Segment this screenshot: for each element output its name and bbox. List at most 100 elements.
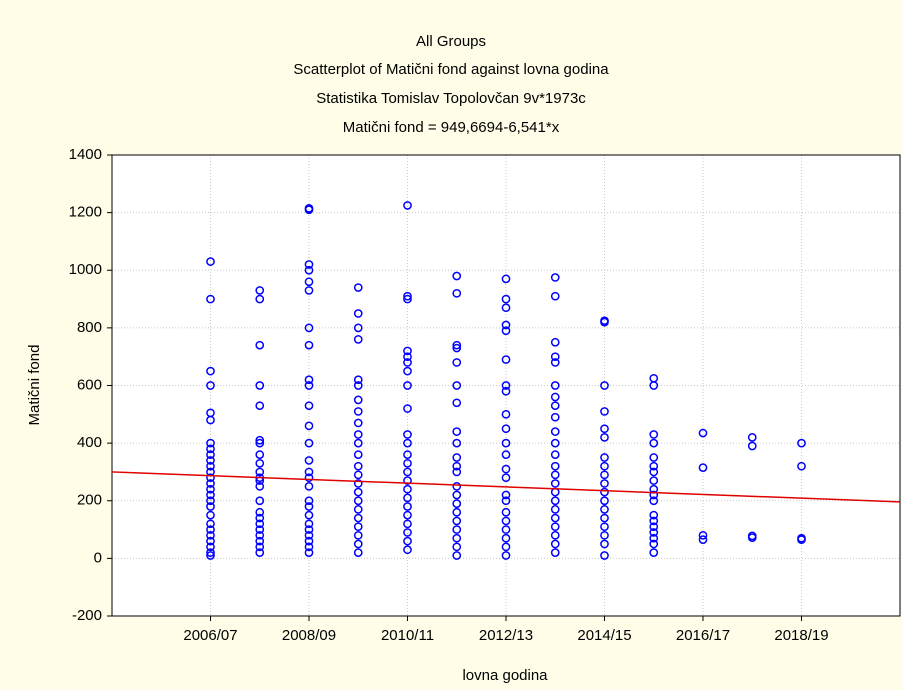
- point: [206, 450, 215, 459]
- point: [452, 481, 462, 491]
- point: [403, 404, 412, 413]
- point: [550, 412, 560, 422]
- y-tick-label: 600: [77, 376, 102, 393]
- point: [255, 525, 265, 534]
- point: [255, 458, 265, 468]
- point: [600, 461, 609, 471]
- point: [550, 392, 560, 402]
- point: [353, 505, 363, 514]
- point: [600, 513, 609, 523]
- point: [452, 551, 462, 560]
- point: [501, 551, 511, 560]
- x-tick-label: 2010/11: [381, 627, 434, 644]
- point: [255, 481, 265, 491]
- point: [403, 438, 412, 448]
- point: [452, 438, 462, 448]
- point: [403, 346, 412, 356]
- point: [403, 502, 412, 511]
- point: [403, 430, 412, 439]
- point: [206, 551, 215, 560]
- point: [353, 470, 363, 480]
- point: [206, 502, 215, 511]
- point: [550, 450, 560, 459]
- point: [304, 542, 314, 552]
- point: [452, 499, 462, 508]
- point: [304, 375, 314, 385]
- point: [452, 343, 462, 353]
- point: [501, 438, 511, 448]
- point: [255, 450, 265, 459]
- point: [403, 381, 412, 390]
- point: [206, 548, 215, 557]
- x-tick-label: 2006/07: [183, 627, 237, 644]
- point: [206, 438, 215, 448]
- point: [403, 291, 412, 301]
- point: [501, 274, 511, 284]
- point: [797, 461, 806, 471]
- point: [304, 510, 314, 520]
- point: [501, 542, 511, 552]
- chart-subtitle: Scatterplot of Matični fond against lovn…: [293, 61, 609, 78]
- point: [403, 528, 412, 537]
- point: [550, 427, 560, 436]
- point: [501, 525, 511, 534]
- x-tick-label: 2018/19: [774, 627, 828, 644]
- point: [206, 490, 215, 500]
- point: [501, 490, 511, 500]
- point: [600, 551, 609, 560]
- point: [501, 424, 511, 434]
- point: [501, 294, 511, 304]
- point: [649, 381, 659, 390]
- point: [206, 530, 215, 540]
- point: [255, 507, 265, 517]
- point: [206, 496, 215, 506]
- point: [649, 510, 659, 520]
- point: [304, 421, 314, 431]
- point: [501, 516, 511, 526]
- point: [206, 366, 215, 376]
- y-tick-label: 800: [77, 319, 102, 336]
- point: [353, 461, 363, 471]
- point: [304, 260, 314, 269]
- point: [649, 516, 659, 526]
- point: [649, 467, 659, 477]
- y-tick-label: 0: [94, 549, 102, 566]
- point: [304, 530, 314, 540]
- point: [403, 493, 412, 503]
- point: [304, 481, 314, 491]
- point: [550, 358, 560, 367]
- point: [452, 467, 462, 477]
- point: [304, 519, 314, 529]
- point: [304, 438, 314, 448]
- point: [649, 539, 659, 549]
- point: [698, 530, 708, 540]
- point: [206, 473, 215, 483]
- point: [501, 381, 511, 390]
- point: [206, 461, 215, 471]
- point: [550, 522, 560, 532]
- point: [550, 505, 560, 514]
- point: [353, 407, 363, 416]
- point: [353, 513, 363, 523]
- point: [353, 548, 363, 557]
- point: [501, 507, 511, 517]
- point: [304, 323, 314, 333]
- point: [304, 536, 314, 546]
- point: [649, 438, 659, 448]
- point: [550, 548, 560, 557]
- point: [600, 381, 609, 390]
- point: [550, 352, 560, 362]
- point: [501, 386, 511, 396]
- point: [403, 536, 412, 546]
- chart-title: All Groups: [416, 33, 486, 50]
- point: [353, 539, 363, 549]
- point: [649, 490, 659, 500]
- point: [304, 456, 314, 465]
- point: [501, 355, 511, 364]
- point: [649, 476, 659, 485]
- point: [452, 516, 462, 526]
- point: [353, 381, 363, 390]
- point: [649, 430, 659, 439]
- point: [649, 522, 659, 532]
- point: [353, 496, 363, 506]
